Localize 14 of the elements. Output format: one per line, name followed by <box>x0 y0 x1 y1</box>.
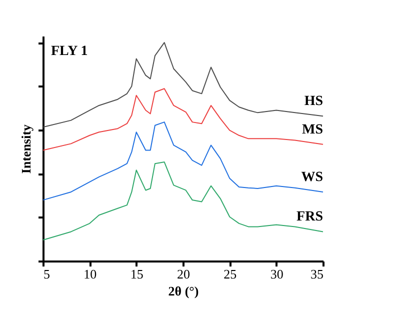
annotation: FLY 1 <box>51 44 88 59</box>
x-axis-title: 2θ (°) <box>168 284 199 298</box>
x-tick-label: 25 <box>224 266 237 282</box>
series-label: FRS <box>296 210 324 225</box>
x-tick-label: 5 <box>44 266 50 282</box>
y-axis-title: Intensity <box>18 124 34 174</box>
x-tick-label: 10 <box>84 266 97 282</box>
x-tick-label: 20 <box>177 266 190 282</box>
series-label: WS <box>301 170 324 185</box>
series-label: MS <box>302 122 324 138</box>
x-tick-label: 15 <box>130 266 144 282</box>
x-tick-label: 30 <box>270 266 284 282</box>
x-tick-label: 35 <box>310 266 324 282</box>
series-label: HS <box>304 94 324 110</box>
